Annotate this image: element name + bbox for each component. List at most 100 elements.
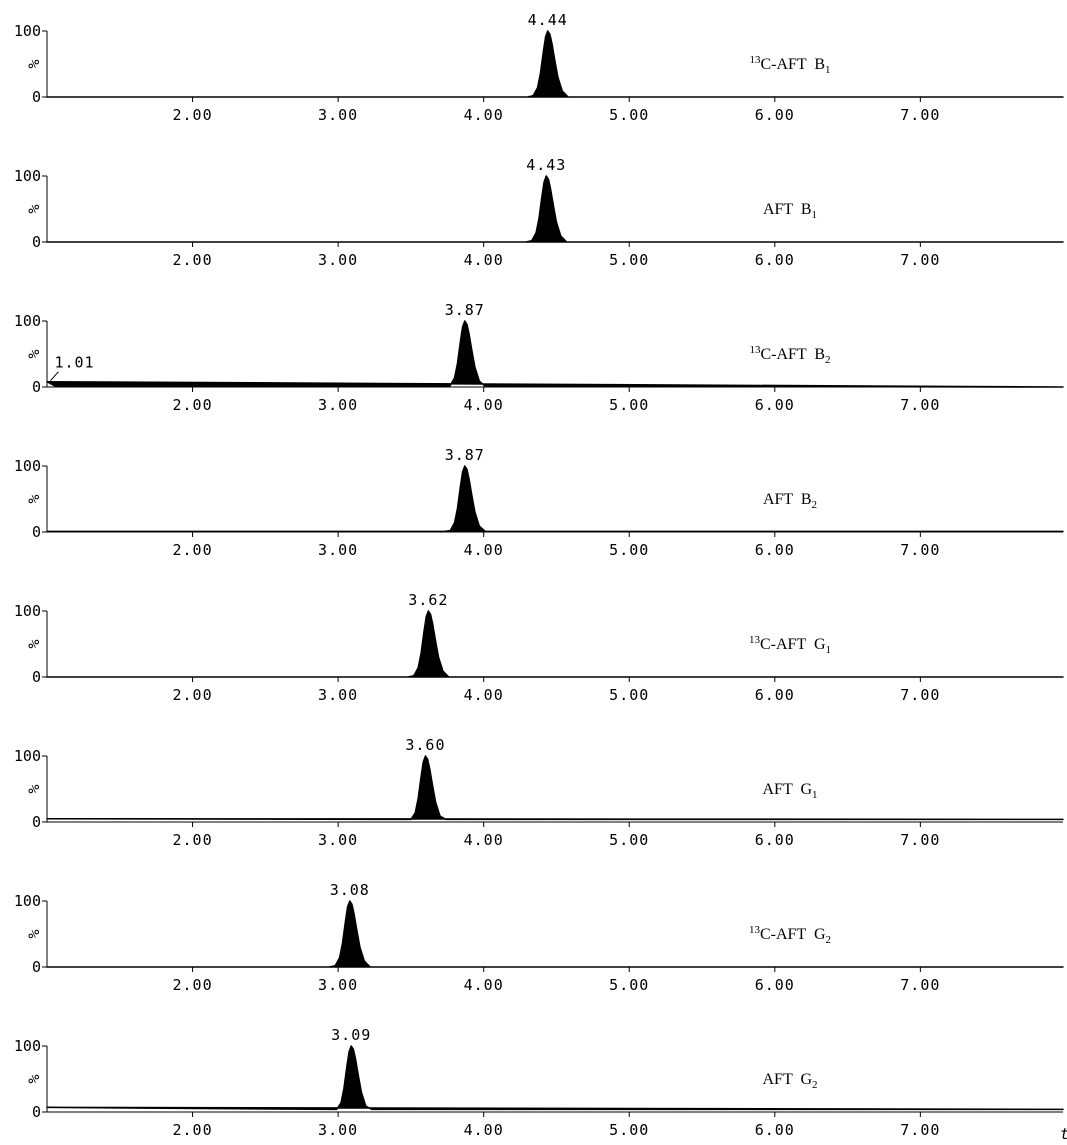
x-tick-label: 6.00 — [755, 1121, 795, 1139]
y-axis-label: % — [25, 494, 43, 503]
x-tick-label: 7.00 — [900, 1121, 940, 1139]
x-tick-label: 3.00 — [318, 251, 358, 269]
label-text: C-AFT B — [760, 346, 825, 363]
x-tick-label: 5.00 — [609, 1121, 649, 1139]
x-tick-label: 6.00 — [755, 251, 795, 269]
compound-label: AFT B1 — [763, 201, 817, 221]
y-tick-label: 0 — [32, 958, 41, 976]
x-axis-label: t — [1060, 1125, 1067, 1143]
y-axis-label: % — [25, 784, 43, 793]
x-tick-label: 4.00 — [464, 831, 504, 849]
label-subscript: 1 — [812, 789, 818, 801]
y-tick-label: 100 — [14, 602, 41, 620]
label-superscript: 13 — [749, 344, 761, 356]
x-tick-label: 3.00 — [318, 686, 358, 704]
y-axis-label: % — [25, 639, 43, 648]
chromatogram-trace — [46, 320, 1064, 388]
peak-label: 4.44 — [528, 11, 568, 29]
x-tick-label: 6.00 — [755, 106, 795, 124]
x-tick-label: 5.00 — [609, 831, 649, 849]
y-axis-label: % — [25, 1074, 43, 1083]
x-tick-label: 6.00 — [755, 976, 795, 994]
label-subscript: 2 — [812, 1079, 818, 1091]
compound-label: 13C-AFT G2 — [749, 924, 831, 946]
y-tick-label: 100 — [14, 457, 41, 475]
compound-label: 13C-AFT B2 — [749, 344, 830, 366]
y-tick-label: 100 — [14, 892, 41, 910]
peak-label: 4.43 — [526, 156, 566, 174]
y-tick-label: 100 — [14, 1037, 41, 1055]
chromatogram-trace — [46, 755, 1064, 821]
x-tick-label: 2.00 — [172, 396, 212, 414]
x-tick-label: 4.00 — [464, 541, 504, 559]
y-tick-label: 100 — [14, 167, 41, 185]
chromatogram-trace — [46, 465, 1064, 533]
y-tick-label: 0 — [32, 1103, 41, 1121]
label-superscript: 13 — [749, 54, 761, 66]
x-tick-label: 3.00 — [318, 976, 358, 994]
x-tick-label: 6.00 — [755, 686, 795, 704]
x-tick-label: 3.00 — [318, 396, 358, 414]
x-tick-label: 4.00 — [464, 976, 504, 994]
x-tick-label: 2.00 — [172, 976, 212, 994]
compound-label: AFT B2 — [763, 491, 817, 511]
peak-label: 3.87 — [445, 446, 485, 464]
x-tick-label: 2.00 — [172, 686, 212, 704]
annotation-leader — [50, 371, 59, 382]
compound-label: 13C-AFT G1 — [749, 634, 831, 656]
x-tick-label: 2.00 — [172, 541, 212, 559]
x-tick-label: 7.00 — [900, 251, 940, 269]
x-tick-label: 5.00 — [609, 541, 649, 559]
x-tick-label: 7.00 — [900, 831, 940, 849]
y-tick-label: 100 — [14, 312, 41, 330]
label-subscript: 1 — [826, 644, 832, 656]
x-tick-label: 4.00 — [464, 686, 504, 704]
x-tick-label: 6.00 — [755, 396, 795, 414]
x-tick-label: 4.00 — [464, 106, 504, 124]
label-subscript: 2 — [812, 499, 818, 511]
chromatogram-trace — [46, 1045, 1064, 1111]
compound-label: AFT G2 — [763, 1071, 818, 1091]
label-subscript: 1 — [812, 209, 818, 221]
x-tick-label: 3.00 — [318, 106, 358, 124]
x-tick-label: 5.00 — [609, 106, 649, 124]
y-axis-label: % — [25, 349, 43, 358]
peak-label: 3.62 — [408, 591, 448, 609]
x-tick-label: 2.00 — [172, 106, 212, 124]
x-tick-label: 4.00 — [464, 396, 504, 414]
label-text: C-AFT B — [760, 56, 825, 73]
label-text: AFT B — [763, 201, 812, 218]
y-tick-label: 0 — [32, 813, 41, 831]
x-tick-label: 7.00 — [900, 396, 940, 414]
compound-label: 13C-AFT B1 — [749, 54, 830, 76]
y-tick-label: 0 — [32, 233, 41, 251]
x-tick-label: 5.00 — [609, 976, 649, 994]
x-tick-label: 6.00 — [755, 541, 795, 559]
label-subscript: 2 — [825, 354, 831, 366]
y-tick-label: 0 — [32, 88, 41, 106]
x-tick-label: 3.00 — [318, 831, 358, 849]
y-axis-label: % — [25, 59, 43, 68]
peak-label: 1.01 — [54, 354, 94, 372]
x-tick-label: 2.00 — [172, 831, 212, 849]
y-axis-label: % — [25, 204, 43, 213]
y-tick-label: 100 — [14, 747, 41, 765]
label-subscript: 1 — [825, 64, 831, 76]
y-axis-label: % — [25, 929, 43, 938]
x-tick-label: 2.00 — [172, 251, 212, 269]
label-superscript: 13 — [749, 924, 761, 936]
label-text: C-AFT G — [760, 636, 826, 653]
x-tick-label: 5.00 — [609, 686, 649, 704]
peak-label: 3.08 — [330, 881, 370, 899]
label-superscript: 13 — [749, 634, 761, 646]
label-text: AFT G — [763, 1071, 813, 1088]
x-tick-label: 5.00 — [609, 251, 649, 269]
label-text: AFT B — [763, 491, 812, 508]
compound-label: AFT G1 — [763, 781, 818, 801]
x-tick-label: 2.00 — [172, 1121, 212, 1139]
x-tick-label: 7.00 — [900, 106, 940, 124]
y-tick-label: 100 — [14, 22, 41, 40]
chromatogram-trace — [46, 175, 1064, 243]
label-subscript: 2 — [826, 934, 832, 946]
